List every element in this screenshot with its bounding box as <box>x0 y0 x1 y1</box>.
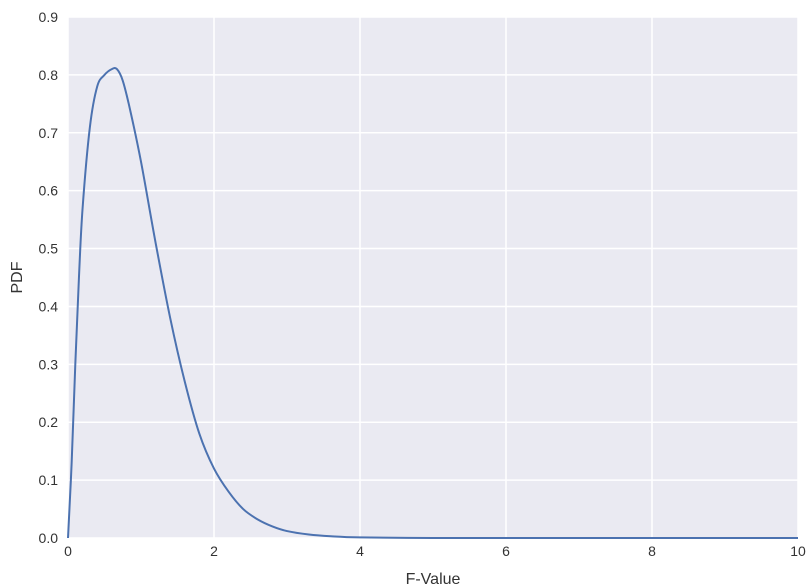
x-axis-label: F-Value <box>406 571 461 588</box>
y-tick-label: 0.4 <box>39 298 59 314</box>
y-tick-label: 0.7 <box>39 125 59 141</box>
y-tick-label: 0.0 <box>39 530 59 546</box>
x-tick-label: 6 <box>502 543 510 559</box>
x-tick-label: 8 <box>648 543 656 559</box>
y-tick-label: 0.1 <box>39 472 59 488</box>
y-tick-label: 0.2 <box>39 414 59 430</box>
x-tick-label: 4 <box>356 543 364 559</box>
tick-labels: 0 2 4 6 8 10 0.0 0.1 0.2 0.3 0.4 0.5 0.6 0.7 0.8 0.9 <box>39 9 806 559</box>
series-line <box>67 66 798 540</box>
y-tick-label: 0.3 <box>39 356 59 372</box>
y-tick-label: 0.5 <box>39 241 59 257</box>
y-tick-label: 0.8 <box>39 67 59 83</box>
grid-lines <box>67 16 799 539</box>
y-tick-label: 0.6 <box>39 183 59 199</box>
plot-background <box>68 17 798 538</box>
y-axis-label: PDF <box>9 261 26 293</box>
x-tick-label: 0 <box>64 543 72 559</box>
y-tick-label: 0.9 <box>39 9 59 25</box>
x-tick-label: 10 <box>790 543 806 559</box>
x-tick-label: 2 <box>210 543 218 559</box>
